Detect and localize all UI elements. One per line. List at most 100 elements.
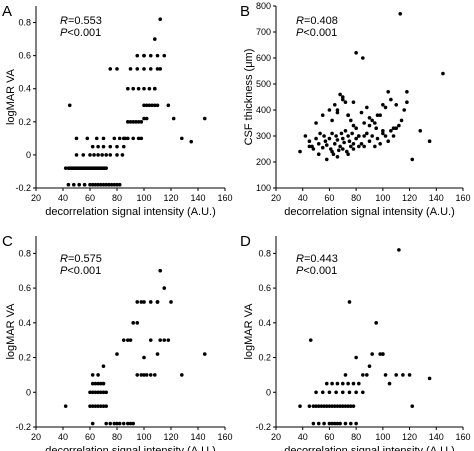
data-point: [343, 421, 348, 426]
data-point: [74, 136, 79, 141]
data-point: [338, 404, 342, 408]
x-tick-label: 100: [375, 432, 390, 442]
chart-panel-a: 20 40 60 80 100 120 140 160 -0.2 0 0.2 0.4 0.6 0.8 dec…: [2, 3, 233, 218]
data-point: [104, 404, 108, 408]
data-point: [93, 182, 98, 187]
p-statistic: P<0.001: [296, 265, 337, 277]
chart-panel-c: 20 40 60 80 100 120 140 160 -0.2 0 0.2 0.4 0.6 0.8 dec…: [2, 233, 233, 451]
data-point: [324, 157, 329, 162]
data-point: [340, 97, 345, 102]
data-point: [90, 421, 95, 426]
data-point: [135, 373, 140, 377]
data-point: [142, 53, 146, 58]
data-point: [100, 153, 104, 157]
data-point: [121, 144, 126, 149]
data-point: [375, 136, 380, 141]
data-point: [370, 118, 374, 123]
x-tick-label: 20: [271, 432, 281, 442]
data-point: [357, 134, 361, 138]
r-statistic: R=0.443: [296, 253, 338, 265]
data-point: [147, 103, 152, 108]
data-point: [324, 381, 329, 386]
data-point: [307, 139, 312, 143]
data-point: [96, 144, 100, 149]
data-point: [351, 123, 356, 128]
p-symbol: P: [60, 27, 68, 39]
panel-label: D: [240, 233, 251, 250]
data-point: [142, 300, 146, 304]
data-point: [112, 421, 117, 426]
data-point: [202, 352, 207, 356]
x-tick-label: 20: [31, 432, 41, 442]
data-point: [135, 300, 140, 304]
data-point: [319, 404, 324, 408]
data-point: [144, 103, 149, 108]
data-point: [336, 148, 341, 153]
data-point: [357, 381, 361, 386]
data-point: [135, 67, 140, 71]
y-tick-label: 0.4: [18, 318, 31, 328]
data-point: [128, 421, 133, 426]
data-point: [88, 153, 92, 157]
data-point: [407, 373, 412, 377]
r-symbol: R: [60, 15, 68, 27]
data-point: [99, 404, 103, 408]
data-point: [107, 182, 111, 187]
data-point: [370, 352, 374, 356]
data-point: [334, 134, 338, 138]
data-point: [338, 92, 342, 97]
data-point: [316, 152, 321, 156]
data-point: [399, 118, 404, 123]
p-statistic: P<0.001: [60, 27, 101, 39]
x-tick-label: 140: [190, 193, 205, 203]
y-axis-label: logMAR VA: [5, 68, 17, 125]
data-point: [351, 404, 356, 408]
x-tick-label: 120: [402, 193, 417, 203]
data-point: [391, 126, 396, 130]
data-point: [378, 352, 382, 356]
data-point: [351, 100, 356, 104]
data-point: [108, 421, 113, 426]
data-point: [126, 136, 130, 141]
data-point: [108, 67, 113, 71]
y-tick-label: -0.2: [15, 183, 31, 193]
data-point: [367, 139, 372, 143]
data-point: [338, 421, 342, 426]
data-point: [340, 95, 345, 99]
data-point: [320, 113, 325, 117]
data-point: [347, 390, 352, 395]
data-point: [332, 404, 337, 408]
data-point: [92, 153, 96, 157]
data-point: [383, 134, 388, 138]
data-point: [343, 373, 348, 377]
data-point: [139, 136, 144, 141]
data-point: [405, 90, 409, 94]
data-point: [346, 134, 350, 138]
data-point: [335, 108, 340, 112]
data-point: [131, 120, 135, 124]
x-tick-label: 160: [217, 193, 232, 203]
data-point: [346, 404, 350, 408]
x-tick-label: 40: [298, 432, 308, 442]
data-point: [346, 113, 350, 117]
data-point: [322, 404, 326, 408]
x-tick-label: 60: [85, 193, 95, 203]
data-point: [405, 100, 409, 104]
data-point: [354, 390, 358, 395]
y-axis-label: logMAR VA: [243, 303, 255, 360]
data-point: [115, 421, 119, 426]
y-tick-label: 800: [256, 1, 271, 11]
data-point: [150, 103, 154, 108]
x-tick-label: 120: [163, 432, 178, 442]
x-tick-label: 40: [298, 193, 308, 203]
data-point: [361, 373, 365, 377]
data-point: [314, 136, 318, 141]
y-tick-label: 100: [256, 183, 271, 193]
y-tick-label: 0.4: [18, 84, 31, 94]
data-point: [362, 144, 366, 149]
data-point: [101, 144, 106, 149]
data-point: [101, 404, 106, 408]
data-point: [340, 390, 345, 395]
data-point: [308, 338, 313, 342]
data-point: [135, 53, 140, 58]
